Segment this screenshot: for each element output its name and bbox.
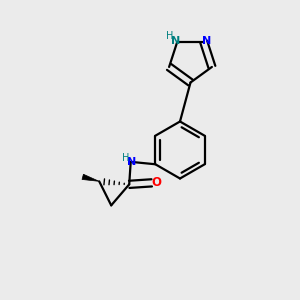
Text: H: H [166,32,173,41]
Text: H: H [122,153,129,163]
Polygon shape [82,174,99,181]
Text: N: N [202,37,211,46]
Text: N: N [127,158,136,167]
Text: N: N [170,37,180,46]
Text: O: O [152,176,162,189]
